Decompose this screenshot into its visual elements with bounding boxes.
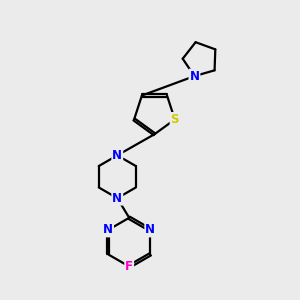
- Text: F: F: [125, 260, 133, 273]
- Text: N: N: [112, 149, 122, 162]
- Text: N: N: [145, 224, 155, 236]
- Text: S: S: [171, 113, 179, 126]
- Text: N: N: [103, 224, 113, 236]
- Text: N: N: [189, 70, 200, 83]
- Text: N: N: [112, 192, 122, 205]
